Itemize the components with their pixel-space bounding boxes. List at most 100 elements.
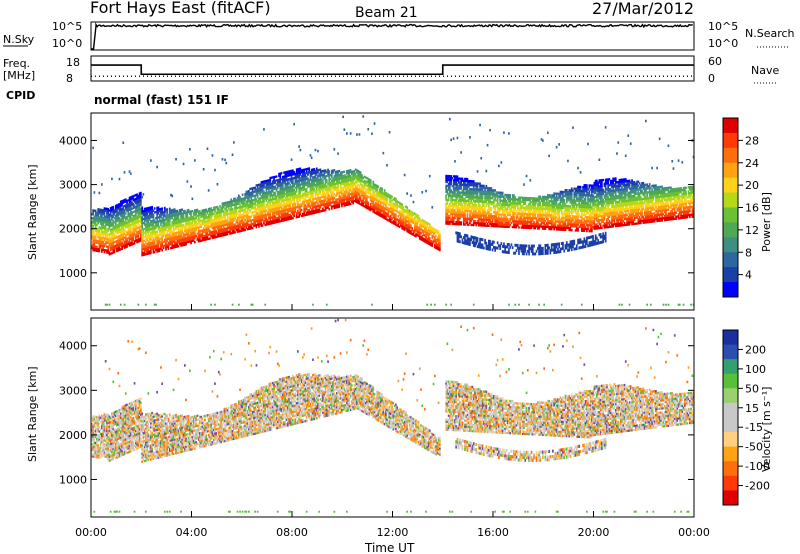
power-range-cell (93, 209, 96, 212)
power-range-cell (152, 251, 155, 254)
power-range-cell (156, 236, 158, 239)
power-range-cell (263, 186, 265, 189)
power-range-cell (122, 223, 125, 226)
power-range-cell (299, 148, 302, 152)
power-range-cell (231, 200, 234, 203)
power-range-cell (170, 215, 172, 218)
power-range-cell (99, 208, 102, 211)
power-range-cell (150, 244, 152, 247)
power-range-cell (274, 185, 277, 188)
power-range-cell (245, 216, 248, 219)
power-range-cell (160, 211, 162, 214)
power-range-cell (142, 229, 145, 233)
power-range-cell (97, 230, 99, 233)
power-range-cell (217, 231, 220, 234)
power-range-cell (118, 236, 121, 240)
power-range-cell (298, 145, 300, 148)
power-range-cell (195, 209, 197, 212)
power-range-cell (103, 213, 106, 216)
power-range-cell (437, 230, 440, 233)
power-range-cell (153, 239, 156, 242)
power-range-cell (270, 220, 273, 223)
power-range-cell (161, 207, 163, 210)
power-range-cell (180, 222, 182, 225)
power-range-cell (330, 173, 333, 176)
power-range-cell (157, 210, 160, 213)
power-range-cell (111, 206, 113, 209)
power-range-cell (240, 227, 243, 230)
power-range-cell (181, 218, 184, 221)
power-range-cell (104, 221, 107, 224)
power-range-cell (175, 210, 177, 213)
power-range-cell (97, 241, 99, 245)
power-range-cell (175, 225, 177, 229)
power-range-cell (280, 199, 283, 203)
power-range-cell (256, 203, 259, 207)
power-range-cell (244, 204, 246, 208)
power-range-cell (406, 206, 408, 209)
power-range-cell (182, 220, 185, 223)
power-range-cell (148, 244, 151, 247)
power-range-cell (196, 232, 199, 235)
power-range-cell (126, 241, 128, 244)
power-range-cell (276, 179, 279, 182)
power-range-cell (148, 252, 151, 255)
power-range-cell (140, 235, 142, 238)
power-range-cell (136, 241, 138, 244)
power-range-cell (261, 202, 264, 205)
power-range-cell (250, 211, 253, 214)
power-range-cell (167, 245, 170, 248)
power-range-cell (259, 219, 261, 222)
power-range-cell (189, 230, 191, 233)
power-range-cell (127, 215, 130, 218)
power-range-cell (123, 230, 126, 233)
power-range-cell (281, 191, 284, 194)
power-range-cell (184, 209, 186, 213)
power-range-cell (255, 214, 258, 217)
power-range-cell (221, 206, 224, 209)
power-range-cell (153, 233, 156, 236)
power-range-cell (284, 205, 287, 208)
power-range-cell (387, 213, 390, 216)
power-range-cell (187, 218, 190, 222)
power-range-cell (283, 207, 285, 210)
power-range-cell (165, 248, 167, 251)
power-range-cell (466, 211, 469, 214)
power-range-cell (226, 219, 229, 222)
power-range-cell (217, 223, 220, 226)
power-range-cell (284, 212, 287, 216)
power-range-cell (173, 218, 176, 221)
power-range-cell (182, 210, 185, 213)
power-range-cell (107, 241, 109, 244)
power-range-cell (472, 303, 475, 306)
power-range-cell (93, 249, 96, 252)
power-range-cell (268, 199, 270, 202)
power-range-cell (244, 218, 246, 222)
power-range-cell (118, 221, 121, 224)
power-range-cell (127, 213, 130, 216)
power-range-cell (265, 179, 268, 183)
power-range-cell (238, 222, 240, 225)
power-range-cell (150, 222, 152, 225)
power-range-cell (160, 237, 162, 240)
power-range-cell (94, 239, 97, 242)
power-range-cell (235, 211, 238, 214)
power-range-cell (386, 164, 388, 167)
power-range-cell (224, 227, 226, 230)
power-range-cell (131, 207, 133, 210)
power-range-cell (158, 237, 161, 241)
power-range-cell (244, 208, 246, 212)
power-range-cell (255, 188, 258, 191)
power-range-cell (138, 208, 141, 211)
power-range-cell (176, 215, 179, 218)
power-range-cell (229, 202, 231, 205)
power-range-cell (122, 243, 125, 246)
power-range-cell (147, 206, 150, 210)
power-range-cell (279, 198, 282, 201)
power-range-cell (256, 189, 259, 193)
power-range-cell (147, 224, 150, 227)
power-range-cell (146, 225, 148, 228)
power-range-cell (170, 231, 172, 234)
power-range-cell (103, 209, 106, 212)
power-range-cell (212, 224, 215, 227)
